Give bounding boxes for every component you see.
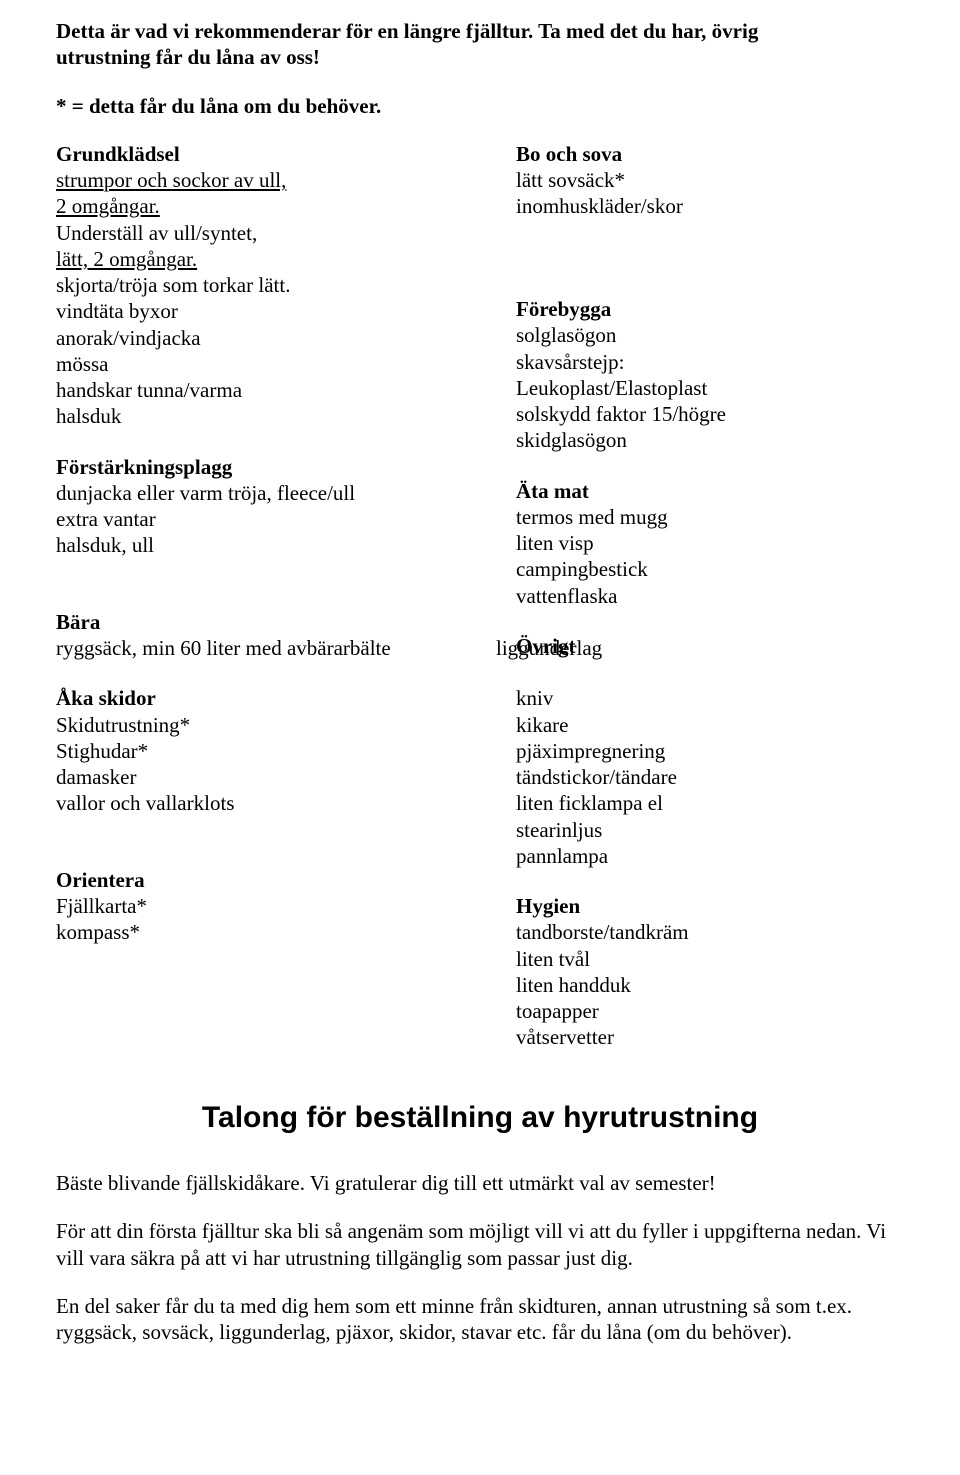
hygien-line-2: liten tvål — [516, 946, 866, 972]
section-forstarkningsplagg: Förstärkningsplagg dunjacka eller varm t… — [56, 454, 496, 585]
aka-skidor-blank — [56, 817, 496, 843]
ovrigt-line-6: stearinljus — [516, 817, 866, 843]
grundkladsel-line-8: handskar tunna/varma — [56, 377, 496, 403]
ovrigt-line-2: kikare — [516, 712, 866, 738]
grundkladsel-line-3b: lätt, 2 omgångar. — [56, 246, 496, 272]
section-ovrigt: Övrigt kniv kikare pjäximpregnering tänd… — [516, 633, 866, 869]
aka-skidor-line-3: damasker — [56, 764, 496, 790]
bara-title: Bära — [56, 609, 496, 635]
loan-note: * = detta får du låna om du behöver. — [56, 93, 904, 119]
intro-heading: Detta är vad vi rekommenderar för en län… — [56, 18, 904, 71]
aka-skidor-line-4: vallor och vallarklots — [56, 790, 496, 816]
grundkladsel-line-1: strumpor och sockor av ull, — [56, 167, 496, 193]
ata-mat-line-4: vattenflaska — [516, 583, 866, 609]
grundkladsel-line-7: mössa — [56, 351, 496, 377]
ata-mat-title: Äta mat — [516, 478, 866, 504]
grundkladsel-line-9: halsduk — [56, 403, 496, 429]
right-column: Bo och sova lätt sovsäck* inomhuskläder/… — [516, 141, 866, 1051]
forstarkningsplagg-title: Förstärkningsplagg — [56, 454, 496, 480]
bo-och-sova-blank-2 — [516, 246, 866, 272]
grundkladsel-line-3a: Underställ av ull/syntet, — [56, 220, 496, 246]
forebygga-line-4: solskydd faktor 15/högre — [516, 401, 866, 427]
talong-title: Talong för beställning av hyrutrustning — [56, 1099, 904, 1137]
aka-skidor-line-1: Skidutrustning* — [56, 712, 496, 738]
section-orientera: Orientera Fjällkarta* kompass* — [56, 867, 496, 946]
hygien-title: Hygien — [516, 893, 866, 919]
left-column: Grundklädsel strumpor och sockor av ull,… — [56, 141, 516, 946]
forebygga-line-2: skavsårstejp: — [516, 349, 866, 375]
outro-p3: En del saker får du ta med dig hem som e… — [56, 1293, 904, 1346]
orientera-title: Orientera — [56, 867, 496, 893]
grundkladsel-line-4: skjorta/tröja som torkar lätt. — [56, 272, 496, 298]
intro-line-1: Detta är vad vi rekommenderar för en län… — [56, 18, 904, 44]
grundkladsel-line-5: vindtäta byxor — [56, 298, 496, 324]
forebygga-line-5: skidglasögon — [516, 427, 866, 453]
bo-och-sova-line-1: lätt sovsäck* — [516, 167, 866, 193]
grundkladsel-title: Grundklädsel — [56, 141, 496, 167]
bara-line-1-left: ryggsäck, min 60 liter med avbärarbälte — [56, 635, 496, 661]
hygien-line-1: tandborste/tandkräm — [516, 919, 866, 945]
intro-line-2: utrustning får du låna av oss! — [56, 44, 904, 70]
ovrigt-line-7: pannlampa — [516, 843, 866, 869]
ovrigt-blank — [516, 659, 866, 685]
ovrigt-line-1: kniv — [516, 685, 866, 711]
forstarkningsplagg-blank — [56, 559, 496, 585]
bo-och-sova-line-2: inomhuskläder/skor — [516, 193, 866, 219]
ovrigt-line-4: tändstickor/tändare — [516, 764, 866, 790]
ata-mat-line-1: termos med mugg — [516, 504, 866, 530]
section-grundkladsel: Grundklädsel strumpor och sockor av ull,… — [56, 141, 496, 430]
forstarkningsplagg-line-2: extra vantar — [56, 506, 496, 532]
hygien-line-4: toapapper — [516, 998, 866, 1024]
ata-mat-line-3: campingbestick — [516, 556, 866, 582]
equipment-columns: Grundklädsel strumpor och sockor av ull,… — [56, 141, 904, 1051]
aka-skidor-line-2: Stighudar* — [56, 738, 496, 764]
bo-och-sova-blank-1 — [516, 220, 866, 246]
section-hygien: Hygien tandborste/tandkräm liten tvål li… — [516, 893, 866, 1051]
forebygga-line-1: solglasögon — [516, 322, 866, 348]
bara-line-1: ryggsäck, min 60 liter med avbärarbälte … — [56, 635, 496, 661]
forebygga-title: Förebygga — [516, 296, 866, 322]
forstarkningsplagg-line-3: halsduk, ull — [56, 532, 496, 558]
forstarkningsplagg-line-1: dunjacka eller varm tröja, fleece/ull — [56, 480, 496, 506]
bo-och-sova-title: Bo och sova — [516, 141, 866, 167]
orientera-line-2: kompass* — [56, 919, 496, 945]
ata-mat-line-2: liten visp — [516, 530, 866, 556]
orientera-line-1: Fjällkarta* — [56, 893, 496, 919]
section-bara: Bära ryggsäck, min 60 liter med avbärarb… — [56, 609, 496, 662]
aka-skidor-title: Åka skidor — [56, 685, 496, 711]
ovrigt-title: Övrigt — [516, 633, 866, 659]
outro-p2: För att din första fjälltur ska bli så a… — [56, 1218, 904, 1271]
section-aka-skidor: Åka skidor Skidutrustning* Stighudar* da… — [56, 685, 496, 843]
ovrigt-line-3: pjäximpregnering — [516, 738, 866, 764]
forebygga-line-3: Leukoplast/Elastoplast — [516, 375, 866, 401]
outro-p1: Bäste blivande fjällskidåkare. Vi gratul… — [56, 1170, 904, 1196]
grundkladsel-line-2: 2 omgångar. — [56, 193, 496, 219]
section-forebygga: Förebygga solglasögon skavsårstejp: Leuk… — [516, 296, 866, 454]
hygien-line-3: liten handduk — [516, 972, 866, 998]
section-ata-mat: Äta mat termos med mugg liten visp campi… — [516, 478, 866, 609]
hygien-line-5: våtservetter — [516, 1024, 866, 1050]
section-bo-och-sova: Bo och sova lätt sovsäck* inomhuskläder/… — [516, 141, 866, 272]
ovrigt-line-5: liten ficklampa el — [516, 790, 866, 816]
grundkladsel-line-6: anorak/vindjacka — [56, 325, 496, 351]
